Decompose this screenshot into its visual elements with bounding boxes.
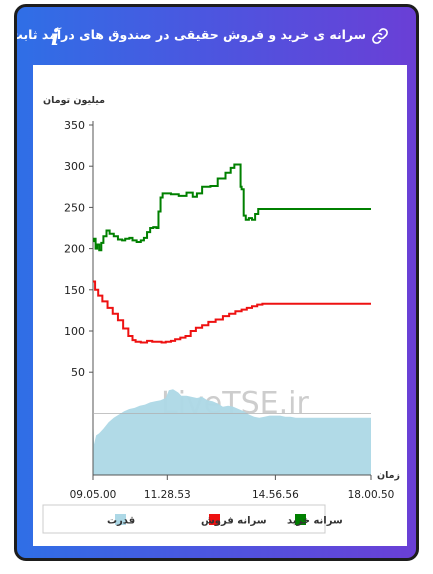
y-tick-label: 250 (64, 201, 85, 214)
legend-label-buy: سرانه خرید (287, 516, 343, 527)
card-header: i سرانه ی خرید و فروش حقیقی در صندوق های… (17, 7, 416, 65)
x-tick-label: 11.28.53 (144, 489, 191, 501)
y-axis-label: میلیون تومان (43, 95, 105, 106)
y-tick-label: 350 (64, 119, 85, 132)
y-tick-label: 150 (64, 284, 85, 297)
legend-swatch-power (115, 514, 126, 525)
chart-title: سرانه ی خرید و فروش حقیقی در صندوق های د… (14, 27, 366, 42)
y-tick-label: 50 (71, 366, 85, 379)
card-frame: i سرانه ی خرید و فروش حقیقی در صندوق های… (14, 4, 419, 561)
y-tick-label: 300 (64, 160, 85, 173)
legend-label-sell: سرانه فروش (201, 516, 267, 527)
y-tick-label: 100 (64, 325, 85, 338)
series-line-buy (93, 163, 371, 252)
x-axis-label: زمان (377, 470, 400, 481)
x-tick-label: 18.00.50 (348, 489, 395, 501)
chart-panel: میلیون تومان زمان LiveTSE.ir 50 100 150 200… (33, 65, 407, 546)
y-tick-label: 200 (64, 243, 85, 256)
legend-label-power: قدرت (107, 516, 135, 527)
series-area-power (93, 389, 371, 475)
x-tick-label: 09.05.00 (70, 489, 117, 501)
info-icon[interactable]: i (50, 25, 60, 51)
link-icon[interactable] (371, 27, 389, 45)
series-line-sell (93, 280, 371, 344)
x-tick-label: 14.56.56 (252, 489, 299, 501)
chart-svg: میلیون تومان زمان LiveTSE.ir 50100150200… (42, 95, 400, 534)
legend-swatch-buy (295, 514, 306, 525)
legend-box (42, 504, 326, 534)
legend-swatch-sell (209, 514, 220, 525)
